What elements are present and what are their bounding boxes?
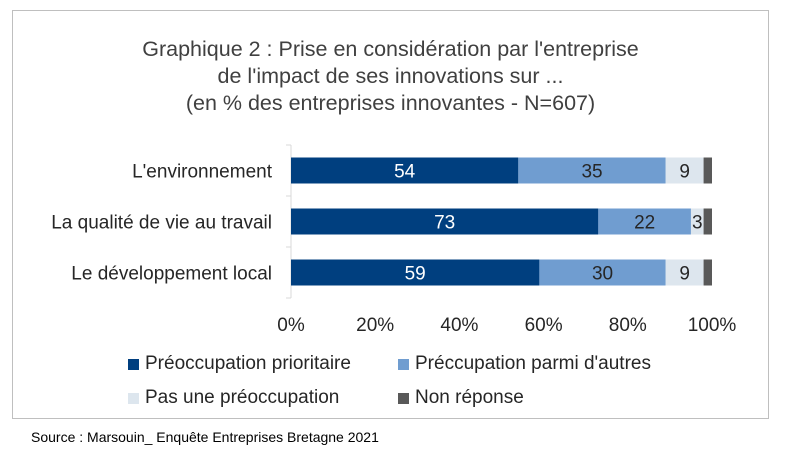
- chart-title: Graphique 2 : Prise en considération par…: [12, 36, 769, 117]
- legend-swatch-non-reponse: [398, 392, 409, 404]
- legend-swatch-pas-preoccupation: [128, 392, 139, 404]
- x-tick-label: 100%: [688, 315, 737, 336]
- legend-swatch-prioritaire: [128, 358, 139, 370]
- x-tick-label: 80%: [609, 315, 647, 336]
- data-label: 73: [434, 213, 455, 234]
- legend-label-parmi-autres: Préccupation parmi d'autres: [415, 353, 651, 374]
- x-tick-label: 60%: [525, 315, 563, 336]
- data-label: 54: [394, 162, 416, 183]
- category-label: L'environnement: [132, 162, 273, 183]
- bar-segment: [291, 208, 599, 235]
- legend-label-non-reponse: Non réponse: [415, 387, 524, 408]
- data-label: 59: [405, 264, 426, 285]
- x-tick-label: 20%: [356, 315, 394, 336]
- bar-segment: [291, 259, 540, 286]
- chart-title-line-1: Graphique 2 : Prise en considération par…: [142, 37, 639, 61]
- bar-segment: [703, 208, 712, 235]
- data-label: 22: [634, 213, 655, 234]
- bar-segment: [539, 259, 666, 286]
- legend-item-parmi-autres: Préccupation parmi d'autres: [398, 353, 651, 375]
- bar-segment: [703, 259, 712, 286]
- bar-segment: [598, 208, 691, 235]
- legend-swatch-parmi-autres: [398, 358, 409, 370]
- data-label: 9: [679, 162, 690, 183]
- legend-item-prioritaire: Préoccupation prioritaire: [128, 353, 351, 375]
- chart-title-line-3: (en % des entreprises innovantes - N=607…: [185, 91, 596, 115]
- data-label: 9: [679, 264, 690, 285]
- legend-item-pas-preoccupation: Pas une préoccupation: [128, 387, 339, 409]
- bar-segment: [665, 157, 704, 184]
- legend-label-pas-preoccupation: Pas une préoccupation: [145, 387, 340, 408]
- legend-label-prioritaire: Préoccupation prioritaire: [145, 353, 351, 374]
- category-label: La qualité de vie au travail: [51, 213, 272, 234]
- bar-segment: [518, 157, 666, 184]
- x-tick-label: 0%: [277, 315, 305, 336]
- legend-item-non-reponse: Non réponse: [398, 387, 524, 409]
- bar-segment: [665, 259, 704, 286]
- bar-segment: [690, 208, 704, 235]
- x-tick-label: 40%: [440, 315, 478, 336]
- category-label: Le développement local: [71, 264, 272, 285]
- data-label: 30: [592, 264, 613, 285]
- chart-title-line-2: de l'impact de ses innovations sur ...: [217, 64, 564, 88]
- bar-segment: [703, 157, 712, 184]
- bar-segment: [291, 157, 519, 184]
- data-label: 35: [581, 162, 602, 183]
- data-label: 3: [692, 213, 703, 234]
- source-note: Source : Marsouin_ Enquête Entreprises B…: [31, 429, 379, 445]
